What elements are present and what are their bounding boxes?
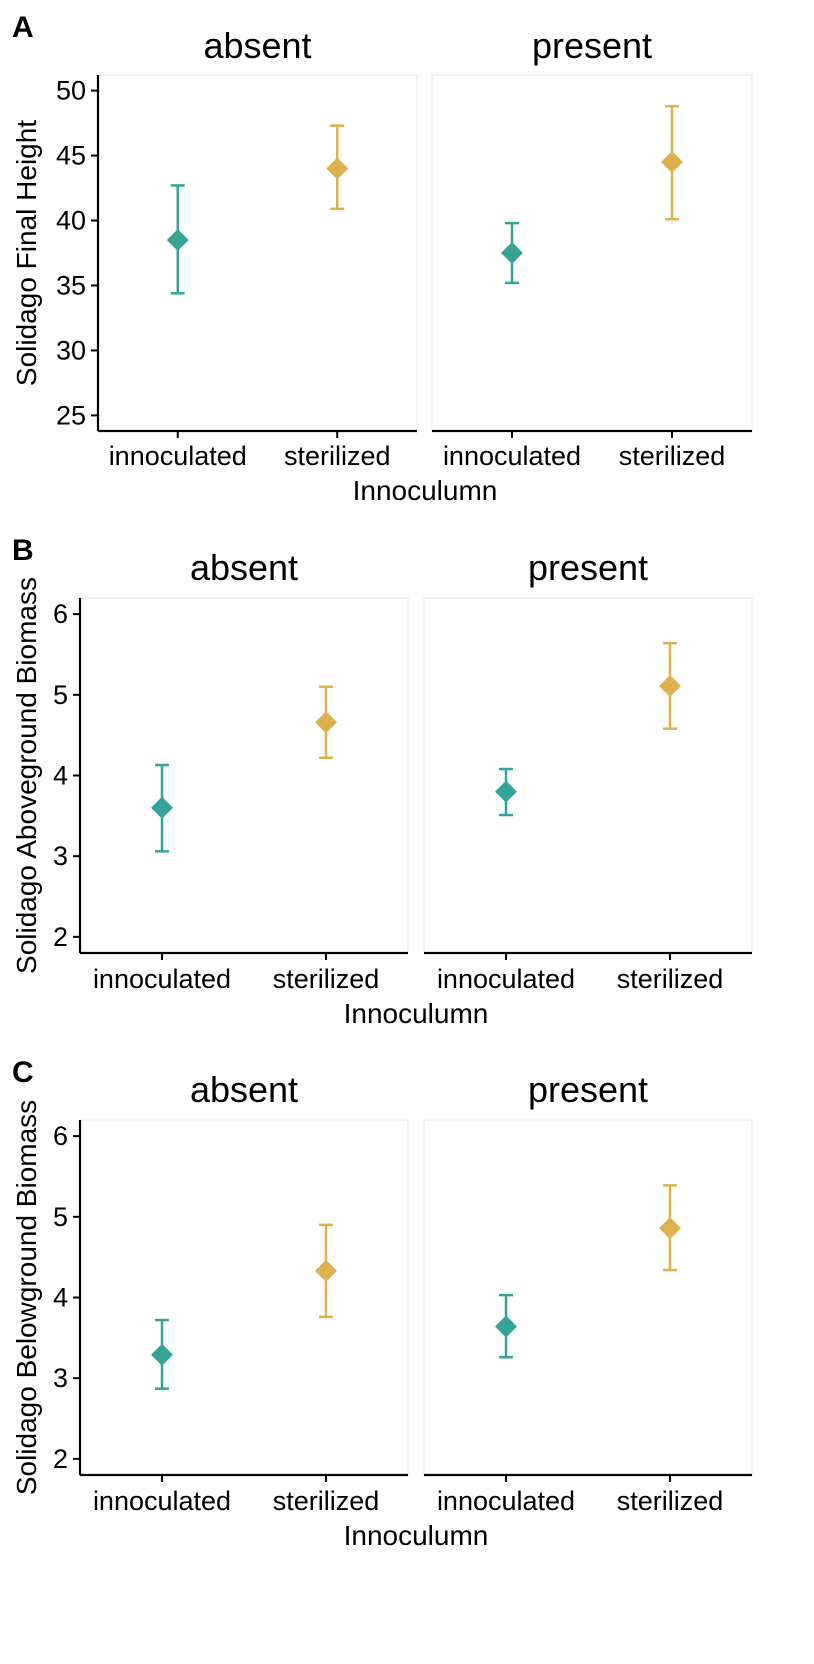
- facet-label-absent: absent: [190, 547, 298, 588]
- x-tick-label: innoculated: [437, 964, 575, 994]
- x-tick-label: sterilized: [273, 964, 380, 994]
- data-point-absent-sterilized: [315, 685, 337, 759]
- y-axis-title: Solidago Belowground Biomass: [11, 1100, 42, 1495]
- panel-letter: B: [12, 534, 34, 567]
- point-marker: [315, 1259, 337, 1282]
- y-tick-label: 4: [53, 1283, 68, 1313]
- facet-panel-absent: [97, 74, 418, 432]
- facet-label-present: present: [528, 1069, 648, 1110]
- y-tick-label: 5: [53, 1202, 68, 1232]
- y-tick-label: 6: [53, 599, 68, 629]
- y-tick-label: 50: [56, 76, 86, 106]
- facet-label-present: present: [532, 25, 652, 66]
- x-tick-label: sterilized: [273, 1486, 380, 1516]
- x-tick-label: innoculated: [437, 1486, 575, 1516]
- data-point-absent-sterilized: [326, 124, 349, 211]
- point-marker: [495, 780, 517, 803]
- x-tick-label: innoculated: [93, 964, 231, 994]
- point-marker: [661, 151, 683, 174]
- panel-letter: A: [12, 11, 34, 44]
- data-point-present-innoculated: [495, 1293, 517, 1359]
- facet-label-absent: absent: [190, 1069, 298, 1110]
- y-tick-label: 2: [53, 1444, 68, 1474]
- facet-panel-present: [423, 1119, 753, 1476]
- panel-letter: C: [12, 1056, 34, 1089]
- data-point-absent-innoculated: [151, 1318, 173, 1390]
- x-tick-label: sterilized: [617, 964, 724, 994]
- data-point-present-sterilized: [659, 641, 681, 730]
- x-axis-title: Innoculumn: [344, 998, 489, 1029]
- data-point-present-innoculated: [501, 221, 523, 285]
- point-marker: [151, 796, 173, 819]
- y-tick-label: 6: [53, 1121, 68, 1151]
- y-tick-label: 5: [53, 680, 68, 710]
- x-tick-label: sterilized: [284, 441, 391, 471]
- data-point-present-sterilized: [659, 1184, 681, 1272]
- y-tick-label: 2: [53, 922, 68, 952]
- y-tick-label: 45: [56, 141, 86, 171]
- facet-panel-present: [423, 597, 753, 954]
- data-point-present-sterilized: [661, 104, 683, 221]
- facet-label-present: present: [528, 547, 648, 588]
- facet-panel-present: [431, 74, 753, 432]
- y-tick-label: 30: [56, 335, 86, 365]
- facet-label-absent: absent: [203, 25, 311, 66]
- point-marker: [501, 242, 523, 264]
- x-axis-title: Innoculumn: [344, 1520, 489, 1551]
- y-tick-label: 3: [53, 841, 68, 871]
- point-marker: [326, 157, 349, 180]
- point-marker: [151, 1343, 173, 1366]
- facet-panel-absent: [79, 597, 409, 954]
- y-tick-label: 35: [56, 270, 86, 300]
- point-marker: [659, 674, 681, 697]
- point-marker: [166, 229, 189, 252]
- y-axis-title: Solidago Final Height: [11, 120, 42, 386]
- facet-panel-absent: [79, 1119, 409, 1476]
- x-tick-label: innoculated: [443, 441, 581, 471]
- x-tick-label: innoculated: [93, 1486, 231, 1516]
- y-tick-label: 25: [56, 400, 86, 430]
- y-tick-label: 40: [56, 206, 86, 236]
- x-tick-label: sterilized: [619, 441, 726, 471]
- x-tick-label: innoculated: [109, 441, 247, 471]
- data-point-absent-sterilized: [315, 1223, 337, 1319]
- y-tick-label: 4: [53, 761, 68, 791]
- y-tick-label: 3: [53, 1363, 68, 1393]
- x-tick-label: sterilized: [617, 1486, 724, 1516]
- point-marker: [315, 711, 337, 734]
- y-axis-title: Solidago Aboveground Biomass: [11, 577, 42, 974]
- x-axis-title: Innoculumn: [353, 475, 498, 506]
- point-marker: [495, 1315, 517, 1338]
- data-point-present-innoculated: [495, 767, 517, 817]
- data-point-absent-innoculated: [166, 184, 189, 295]
- point-marker: [659, 1217, 681, 1240]
- data-point-absent-innoculated: [151, 763, 173, 853]
